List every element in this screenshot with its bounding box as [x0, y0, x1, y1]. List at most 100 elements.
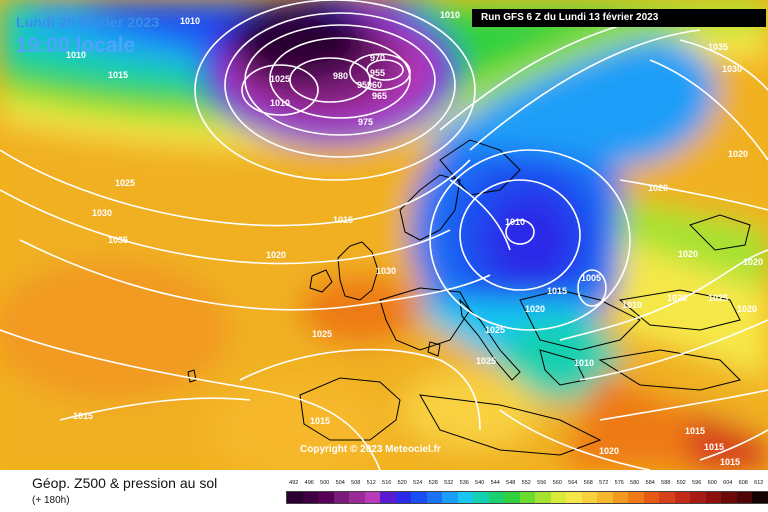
colorscale-swatch: [364, 492, 380, 503]
pressure-label: 1010: [574, 358, 594, 368]
colorscale-swatch: [659, 492, 675, 503]
colorscale-label: 592: [676, 480, 686, 486]
pressure-label: 1030: [92, 208, 112, 218]
pressure-label: 1025: [485, 325, 505, 335]
pressure-label: 1010: [440, 10, 460, 20]
copyright-notice: Copyright © 2023 Meteociel.fr: [300, 444, 441, 455]
run-info-banner: Run GFS 6 Z du Lundi 13 février 2023: [472, 9, 766, 27]
colorscale-swatch: [349, 492, 365, 503]
colorscale-swatch: [612, 492, 628, 503]
colorscale-bar: [286, 491, 768, 504]
colorscale-swatch: [581, 492, 597, 503]
colorscale-label: 564: [568, 480, 578, 486]
colorscale-swatch: [411, 492, 427, 503]
field-svg: 1010 1010 1010 1015 1025 1030 1035 1025 …: [0, 0, 768, 470]
colorscale-label: 504: [335, 480, 345, 486]
colorscale-label: 540: [475, 480, 485, 486]
colorscale-label: 508: [351, 480, 361, 486]
colorscale-label: 520: [397, 480, 407, 486]
pressure-label: 1025: [115, 178, 135, 188]
colorscale-label: 576: [614, 480, 624, 486]
pressure-label: 1025: [270, 74, 290, 84]
colorscale-swatch: [736, 492, 752, 503]
colorscale-swatch: [287, 492, 303, 503]
geopotential-field: [0, 0, 768, 470]
colorscale-label: 492: [289, 480, 299, 486]
colorscale-label: 600: [707, 480, 717, 486]
colorscale-label: 500: [320, 480, 330, 486]
pressure-label: 975: [358, 117, 373, 127]
forecast-date: Lundi 20 février 2023: [16, 14, 160, 30]
chart-title: Géop. Z500 & pression au sol: [32, 475, 218, 491]
pressure-label: 1015: [310, 416, 330, 426]
colorscale-swatch: [395, 492, 411, 503]
forecast-time: 19:00 locale: [16, 34, 136, 57]
colorscale-swatch: [302, 492, 318, 503]
colorscale-label: 556: [537, 480, 547, 486]
colorscale-swatch: [519, 492, 535, 503]
pressure-labels: 1010 1010 1010 1015 1025 1030 1035 1025 …: [66, 10, 763, 467]
pressure-label: 1020: [737, 304, 757, 314]
pressure-label: 1020: [648, 183, 668, 193]
pressure-label: 1020: [525, 304, 545, 314]
pressure-label: 1020: [599, 446, 619, 456]
colorscale-swatch: [721, 492, 737, 503]
colorscale-swatch: [535, 492, 551, 503]
colorscale-label: 512: [366, 480, 376, 486]
pressure-label: 1015: [108, 70, 128, 80]
pressure-label: 95960: [357, 80, 382, 90]
colorscale-swatch: [318, 492, 334, 503]
pressure-label: 1010: [66, 50, 86, 60]
colorscale-label: 604: [723, 480, 733, 486]
pressure-label: 1015: [333, 215, 353, 225]
pressure-label: 1035: [708, 42, 728, 52]
colorscale-label: 536: [459, 480, 469, 486]
pressure-label: 970: [370, 53, 385, 63]
pressure-label: 1015: [73, 411, 93, 421]
pressure-label: 955: [370, 68, 385, 78]
colorscale-label: 612: [754, 480, 764, 486]
pressure-label: 1025: [667, 293, 687, 303]
colorscale-swatch: [674, 492, 690, 503]
colorscale-label: 572: [599, 480, 609, 486]
pressure-label: 1020: [743, 257, 763, 267]
colorscale-label: 532: [444, 480, 454, 486]
colorscale-label: 560: [552, 480, 562, 486]
pressure-label: 1035: [108, 235, 128, 245]
pressure-label: 1010: [180, 16, 200, 26]
pressure-label: 1025: [708, 293, 728, 303]
colorscale-swatch: [597, 492, 613, 503]
forecast-lead-time: (+ 180h): [32, 495, 70, 506]
colorscale-swatch: [488, 492, 504, 503]
pressure-label: 1015: [685, 426, 705, 436]
pressure-label: 1015: [720, 457, 740, 467]
colorscale-swatch: [566, 492, 582, 503]
pressure-label: 1025: [476, 356, 496, 366]
colorscale-swatch: [380, 492, 396, 503]
colorscale-swatch: [690, 492, 706, 503]
pressure-label: 1020: [678, 249, 698, 259]
pressure-label: 1005: [581, 273, 601, 283]
pressure-label: 1020: [266, 250, 286, 260]
colorscale-label: 524: [413, 480, 423, 486]
pressure-label: 965: [372, 91, 387, 101]
colorscale-swatch: [628, 492, 644, 503]
pressure-label: 1015: [704, 442, 724, 452]
pressure-label: 1010: [622, 300, 642, 310]
colorscale-label: 548: [506, 480, 516, 486]
pressure-label: 1030: [722, 64, 742, 74]
colorscale-label: 516: [382, 480, 392, 486]
colorscale-label: 528: [428, 480, 438, 486]
colorscale-swatch: [426, 492, 442, 503]
pressure-label: 1010: [270, 98, 290, 108]
colorscale-label: 496: [304, 480, 314, 486]
map-area: 1010 1010 1010 1015 1025 1030 1035 1025 …: [0, 0, 768, 470]
colorscale-swatch: [333, 492, 349, 503]
pressure-label: 1025: [312, 329, 332, 339]
colorscale-label: 580: [630, 480, 640, 486]
colorscale-swatch: [457, 492, 473, 503]
colorscale-label: 544: [490, 480, 500, 486]
colorscale-label: 568: [583, 480, 593, 486]
pressure-label: 980: [333, 71, 348, 81]
